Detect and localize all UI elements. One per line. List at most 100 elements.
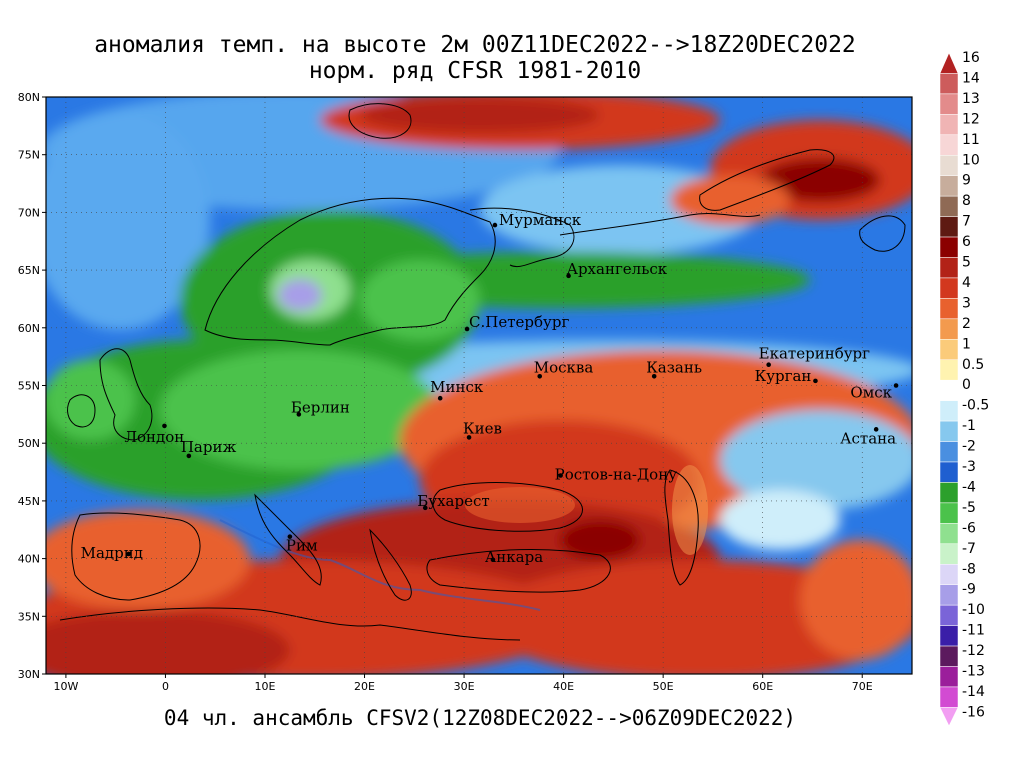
colorbar-swatch bbox=[939, 482, 959, 504]
city-dot bbox=[813, 378, 818, 384]
colorbar-swatch bbox=[939, 584, 959, 606]
city-label: Париж bbox=[181, 438, 237, 456]
colorbar-swatch bbox=[939, 543, 959, 565]
lon-tick-label: 60E bbox=[752, 680, 773, 693]
colorbar-swatch bbox=[939, 645, 959, 667]
colorbar-swatch bbox=[939, 52, 959, 74]
colorbar-label: 4 bbox=[962, 275, 971, 291]
lat-tick-label: 30N bbox=[18, 668, 40, 681]
colorbar-label: 8 bbox=[962, 193, 971, 209]
colorbar-label: 12 bbox=[962, 111, 980, 127]
colorbar-swatch bbox=[939, 216, 959, 238]
lon-tick-label: 10W bbox=[53, 680, 78, 693]
city-label: Бухарест bbox=[417, 492, 489, 510]
colorbar-swatch bbox=[939, 93, 959, 115]
lat-tick-label: 70N bbox=[18, 206, 40, 219]
lat-tick-label: 75N bbox=[18, 149, 40, 162]
city-dot bbox=[492, 222, 498, 228]
colorbar-label: 16 bbox=[962, 50, 980, 66]
colorbar-label: 3 bbox=[962, 295, 971, 311]
lat-tick-label: 60N bbox=[18, 322, 40, 335]
colorbar-swatch bbox=[939, 257, 959, 279]
colorbar-swatch bbox=[939, 461, 959, 483]
temperature-field bbox=[46, 97, 912, 674]
colorbar-swatch bbox=[939, 359, 959, 381]
city-dot bbox=[766, 362, 771, 368]
colorbar-label: -8 bbox=[962, 561, 976, 577]
city-dot bbox=[537, 373, 543, 379]
city-dot bbox=[162, 423, 167, 429]
city-label: Казань bbox=[646, 358, 702, 376]
colorbar-label: -13 bbox=[962, 664, 985, 680]
colorbar-label: 11 bbox=[962, 132, 980, 148]
lat-tick-label: 40N bbox=[18, 553, 40, 566]
colorbar-swatch bbox=[939, 564, 959, 585]
lon-tick-label: 40E bbox=[553, 680, 574, 693]
colorbar-swatch bbox=[939, 175, 959, 197]
city-dot bbox=[126, 551, 131, 557]
city-label: Берлин bbox=[291, 398, 350, 416]
city-dot bbox=[287, 534, 293, 539]
colorbar-swatch bbox=[939, 114, 959, 136]
map-title-line1: аномалия темп. на высоте 2м 00Z11DEC2022… bbox=[94, 32, 856, 58]
colorbar: 16 14 13 12 11 10 9 8 7 6 5 4 3 2 1 0.5 0 -0.5 -1 -2 -3 -4 -5 -… bbox=[939, 50, 989, 727]
city-label: Екатеринбург bbox=[759, 345, 870, 363]
colorbar-swatch bbox=[939, 236, 959, 258]
city-label: Курган bbox=[755, 367, 812, 385]
colorbar-swatch bbox=[939, 625, 959, 647]
colorbar-label: -11 bbox=[962, 623, 985, 639]
city-label: Рим bbox=[286, 537, 318, 555]
colorbar-label: 5 bbox=[962, 255, 971, 271]
colorbar-label: -9 bbox=[962, 582, 976, 598]
colorbar-label: 9 bbox=[962, 173, 971, 189]
colorbar-swatch bbox=[939, 523, 959, 545]
map-title-line2: норм. ряд CFSR 1981-2010 bbox=[308, 58, 642, 84]
colorbar-label: -1 bbox=[962, 418, 976, 434]
colorbar-swatch bbox=[939, 318, 959, 340]
colorbar-label: -14 bbox=[962, 684, 985, 700]
colorbar-swatch bbox=[939, 686, 959, 708]
colorbar-swatch bbox=[939, 134, 959, 156]
city-dot bbox=[651, 373, 657, 379]
city-label: Лондон bbox=[124, 428, 184, 446]
grid bbox=[46, 97, 912, 674]
city-label: Москва bbox=[534, 358, 594, 376]
city-dot bbox=[893, 383, 899, 388]
city-label: Мурманск bbox=[499, 211, 582, 229]
colorbar-swatch bbox=[939, 379, 959, 401]
lat-tick-label: 80N bbox=[18, 91, 40, 104]
city-label: Мадрид bbox=[81, 544, 143, 562]
lon-tick-label: 50E bbox=[653, 680, 674, 693]
city-dot bbox=[558, 473, 563, 478]
city-label: Киев bbox=[463, 419, 502, 437]
colorbar-label: -4 bbox=[962, 479, 976, 495]
colorbar-swatch bbox=[939, 73, 959, 95]
colorbar-swatch bbox=[939, 666, 959, 688]
city-label: Архангельск bbox=[567, 260, 668, 278]
city-label: С.Петербург bbox=[469, 313, 569, 331]
city-label: Астана bbox=[840, 429, 896, 447]
colorbar-label: -0.5 bbox=[962, 398, 989, 414]
colorbar-swatch bbox=[939, 502, 959, 524]
map-footer: 04 чл. ансамбль CFSV2(12Z08DEC2022-->06Z… bbox=[163, 706, 797, 730]
colorbar-label: 6 bbox=[962, 234, 971, 250]
axis-ticks: 30N 35N 40N 45N 50N 55N 60N 65N 70N 75N 80N 10W 0 10E… bbox=[18, 91, 873, 693]
lat-tick-label: 35N bbox=[18, 610, 40, 623]
city-label: Минск bbox=[430, 378, 484, 396]
colorbar-swatch bbox=[939, 298, 959, 320]
colorbar-label: 10 bbox=[962, 152, 980, 168]
lon-tick-label: 0 bbox=[162, 680, 169, 693]
colorbar-label: 2 bbox=[962, 316, 971, 332]
colorbar-swatch bbox=[939, 441, 959, 463]
colorbar-label: 7 bbox=[962, 214, 971, 230]
lat-tick-label: 65N bbox=[18, 264, 40, 277]
colorbar-label: -6 bbox=[962, 520, 976, 536]
colorbar-swatch bbox=[939, 604, 959, 626]
city-label: Омск bbox=[850, 384, 892, 402]
lat-tick-label: 50N bbox=[18, 437, 40, 450]
colorbar-label: -12 bbox=[962, 643, 985, 659]
colorbar-label: -3 bbox=[962, 459, 976, 475]
city-dot bbox=[464, 326, 470, 332]
colorbar-label: -16 bbox=[962, 704, 985, 720]
